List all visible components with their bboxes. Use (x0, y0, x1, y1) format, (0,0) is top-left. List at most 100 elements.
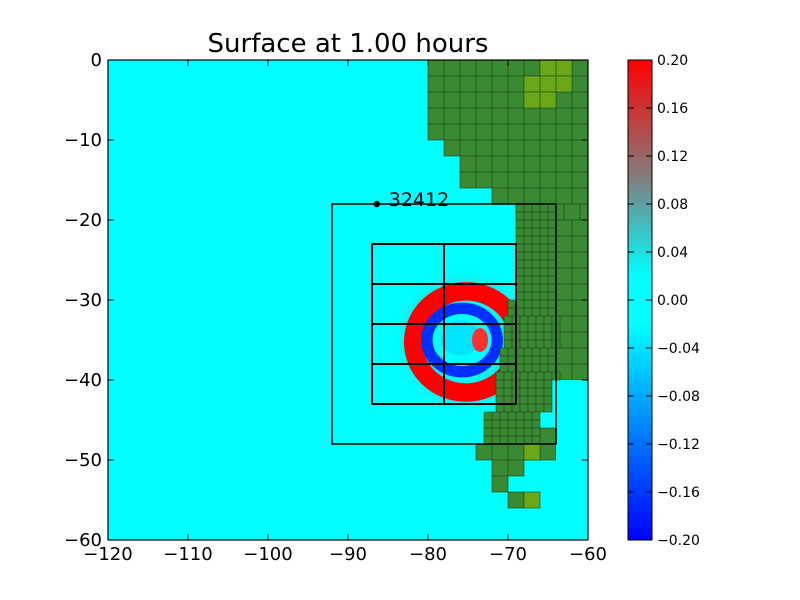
fine-land-cell (539, 211, 549, 221)
land-cell (475, 443, 493, 461)
fine-land-cell (519, 315, 529, 325)
wave-trough (421, 302, 503, 378)
land-cell (507, 187, 525, 205)
fine-land-cell (543, 387, 553, 397)
land-cell (571, 75, 588, 93)
land-cell (555, 235, 573, 253)
land-cell (507, 75, 525, 93)
fine-land-cell (547, 259, 557, 269)
land-cell (523, 187, 541, 205)
fine-land-cell (519, 331, 529, 341)
fine-land-cell (531, 307, 541, 317)
fine-land-cell (527, 315, 537, 325)
colorbar: 0.20 0.16 0.12 0.08 0.04 0.00 −0.04 −0.08 −0.12 −… (627, 53, 700, 549)
land-cell (507, 123, 525, 141)
land-cell (571, 363, 588, 381)
wave-center (440, 320, 480, 356)
wave-crest-east (472, 328, 488, 352)
land-cell (491, 107, 509, 125)
fine-land-cell (503, 387, 513, 397)
x-tick-label: −60 (569, 544, 607, 565)
land-cell (491, 139, 509, 157)
fine-land-cell (515, 235, 525, 245)
fine-land-cell (495, 403, 505, 413)
fine-land-cell (515, 283, 525, 293)
land-cell (443, 91, 461, 109)
land-cell (571, 283, 588, 301)
fine-land-cell (527, 371, 537, 381)
fine-land-cell (535, 331, 545, 341)
fine-land-cell (531, 219, 541, 229)
fine-land-cell (515, 363, 525, 373)
land-cell (491, 155, 509, 173)
land-cell (555, 123, 573, 141)
fine-land-cell (523, 251, 533, 261)
land-cell (523, 60, 541, 77)
land-cell (507, 107, 525, 125)
fine-land-cell (543, 371, 553, 381)
fine-land-cell (523, 211, 533, 221)
fine-land-cell (515, 243, 525, 253)
land-cell (571, 60, 588, 77)
fine-land-cell (515, 259, 525, 269)
land-cell (571, 155, 588, 173)
fine-land-cell (547, 291, 557, 301)
fine-land-cell (491, 411, 501, 421)
fine-land-cell (523, 203, 533, 213)
fine-land-cell (515, 211, 525, 221)
land-cell (459, 107, 477, 125)
land-cell (555, 299, 573, 317)
fine-land-cell (515, 355, 525, 365)
fine-land-cell (483, 419, 493, 429)
colorbar-ticks: 0.20 0.16 0.12 0.08 0.04 0.00 −0.04 −0.08 −0.12 −… (628, 53, 700, 549)
fine-land-cell (503, 379, 513, 389)
fine-land-cell (527, 331, 537, 341)
fine-land-cell (539, 267, 549, 277)
fine-land-cell (531, 299, 541, 309)
fine-land-cell (531, 267, 541, 277)
fine-land-cell (511, 403, 521, 413)
fine-land-cell (523, 419, 533, 429)
land-cell-high (539, 60, 557, 77)
land-cell (427, 91, 445, 109)
land-cell (491, 459, 509, 477)
fine-land-cell (543, 323, 553, 333)
fine-land-cell (503, 331, 513, 341)
x-tick-label: −80 (409, 544, 447, 565)
fine-land-cell (547, 363, 557, 373)
land-cell (539, 443, 557, 461)
fine-land-cell (547, 251, 557, 261)
fine-land-cell (523, 259, 533, 269)
fine-land-cell (547, 219, 557, 229)
land-cell (539, 139, 557, 157)
fine-land-cell (547, 235, 557, 245)
refinement-box (331, 203, 557, 445)
fine-land-cell (531, 363, 541, 373)
fine-land-cell (539, 235, 549, 245)
fine-land-cell (531, 291, 541, 301)
fine-land-cell (531, 259, 541, 269)
land-cell (563, 203, 581, 221)
fine-land-cell (483, 411, 493, 421)
fine-land-cell (523, 355, 533, 365)
fine-land-cell (503, 339, 513, 349)
fine-land-cell (539, 243, 549, 253)
land-cell-high (555, 60, 573, 77)
fine-land-cell (523, 299, 533, 309)
land-cell (507, 60, 525, 77)
fine-land-cell (527, 403, 537, 413)
fine-land-cell (519, 395, 529, 405)
fine-land-cell (535, 403, 545, 413)
fine-land-cell (519, 379, 529, 389)
fine-land-cell (531, 347, 541, 357)
colorbar-tick-label: 0.20 (657, 53, 688, 69)
land-cell (571, 331, 588, 349)
land-cell (555, 283, 573, 301)
land-cell (571, 107, 588, 125)
gauge-marker (373, 200, 380, 208)
fine-land-cell (531, 227, 541, 237)
fine-land-cell (527, 379, 537, 389)
fine-land-cell (523, 411, 533, 421)
fine-land-cell (539, 355, 549, 365)
